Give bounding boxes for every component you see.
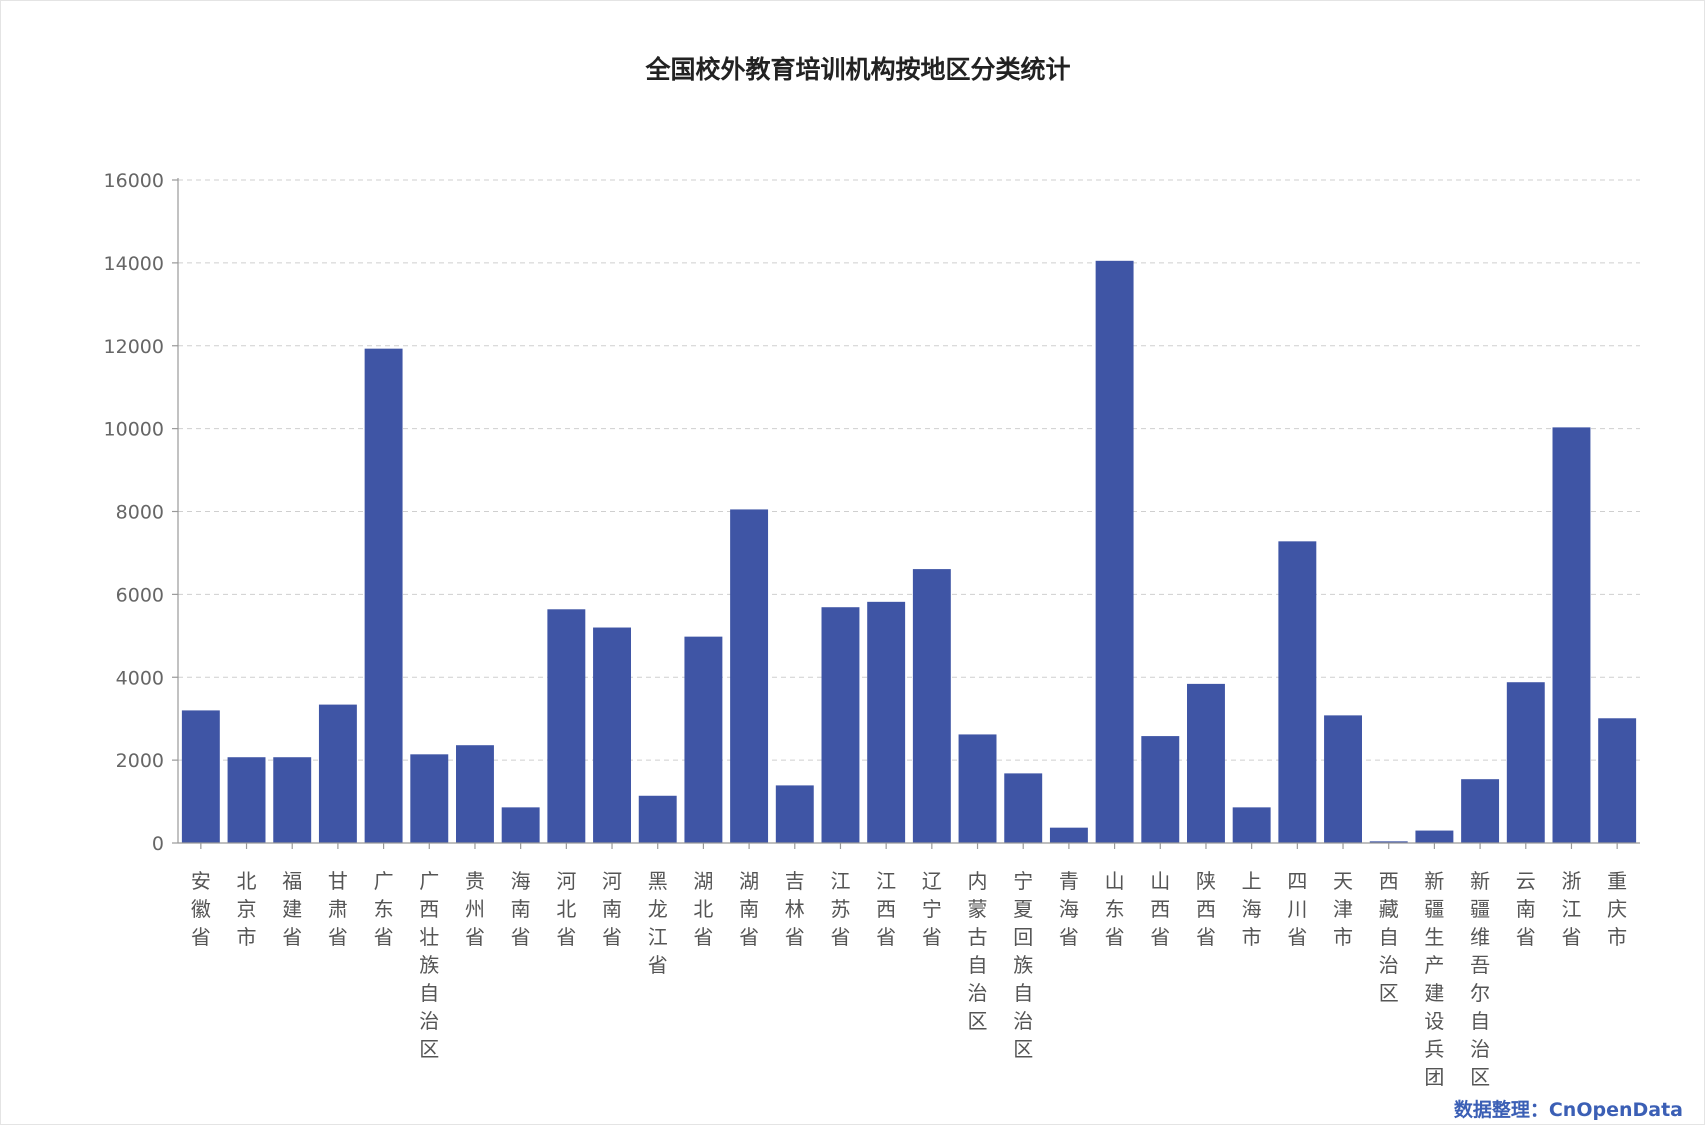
bars <box>181 260 1637 844</box>
bar <box>181 710 220 843</box>
y-tick-label: 16000 <box>104 170 164 192</box>
bar <box>410 754 449 843</box>
bar <box>1187 683 1225 843</box>
x-tick-label: 西藏自治区 <box>1379 869 1399 1005</box>
bar <box>1415 830 1454 843</box>
bar <box>638 795 677 843</box>
x-tick-label: 甘肃省 <box>328 869 348 949</box>
bar <box>1369 841 1408 843</box>
bar <box>684 636 723 843</box>
x-tick-label: 吉林省 <box>785 869 805 949</box>
x-tick-label: 北京市 <box>237 869 257 949</box>
chart-title: 全国校外教育培训机构按地区分类统计 <box>644 55 1070 84</box>
bar <box>1095 260 1134 844</box>
bar <box>364 348 403 843</box>
y-tick-label: 10000 <box>104 419 164 441</box>
x-tick-label: 上海市 <box>1242 869 1262 949</box>
x-tick-labels: 安徽省 北京市 福建省 甘肃省 广东省 广西壮族自治区 贵州省 海南省 河北省 河南省 黑龙江省 湖北… <box>191 869 1627 1089</box>
bar <box>867 601 906 843</box>
x-tick-label: 新疆维吾尔自治区 <box>1470 869 1490 1089</box>
x-tick-label: 宁夏回族自治区 <box>1013 869 1033 1061</box>
y-tick-label: 4000 <box>116 667 164 689</box>
x-tick-label: 青海省 <box>1059 869 1079 949</box>
y-tick-label: 14000 <box>104 253 164 275</box>
x-tick-label: 浙江省 <box>1561 869 1581 949</box>
bar <box>1141 736 1180 843</box>
source-note: 数据整理：CnOpenData <box>1454 1098 1683 1121</box>
x-tick-label: 云南省 <box>1516 869 1536 949</box>
bar <box>1004 773 1043 843</box>
y-tick-label: 0 <box>152 833 164 855</box>
bar <box>456 745 494 843</box>
x-tick-label: 江西省 <box>876 869 896 949</box>
x-tick-label: 黑龙江省 <box>648 869 668 977</box>
y-tick-labels: 0 2000 4000 6000 8000 10000 12000 14000 16000 <box>104 170 164 855</box>
bar <box>775 785 814 843</box>
x-tick-label: 山西省 <box>1150 869 1170 949</box>
x-tick-label: 安徽省 <box>191 869 211 949</box>
x-tick-label: 广东省 <box>374 869 394 949</box>
bar <box>1324 715 1362 843</box>
bar <box>593 627 631 843</box>
x-tick-label: 重庆市 <box>1607 869 1627 949</box>
x-tick-label: 新疆生产建设兵团 <box>1424 869 1444 1089</box>
x-tick-label: 四川省 <box>1287 869 1307 949</box>
y-tick-label: 8000 <box>116 502 164 524</box>
y-tick-label: 12000 <box>104 336 164 358</box>
bar <box>1278 541 1317 843</box>
x-tick-label: 湖北省 <box>693 869 713 949</box>
bar <box>1232 807 1271 843</box>
bar <box>821 607 860 843</box>
bar <box>501 807 540 843</box>
x-tick-label: 陕西省 <box>1196 869 1216 949</box>
x-tick-label: 山东省 <box>1105 869 1125 949</box>
bar <box>1049 827 1088 843</box>
y-tick-label: 6000 <box>116 584 164 606</box>
bar <box>273 757 312 843</box>
bar <box>318 704 357 843</box>
x-tick-label: 贵州省 <box>465 869 485 949</box>
x-tick-label: 河南省 <box>602 869 622 949</box>
x-tick-label: 辽宁省 <box>922 869 942 949</box>
bar <box>1552 427 1591 843</box>
bar <box>1598 718 1637 843</box>
x-tick-label: 内蒙古自治区 <box>968 869 988 1033</box>
x-tick-label: 福建省 <box>282 869 302 949</box>
x-tick-label: 江苏省 <box>830 869 850 949</box>
y-tick-label: 2000 <box>116 750 164 772</box>
x-tick-label: 海南省 <box>511 869 531 949</box>
bar <box>547 609 586 843</box>
bar <box>730 509 769 843</box>
bar <box>912 569 951 843</box>
bar <box>227 757 266 843</box>
axes <box>177 178 1640 849</box>
bar <box>1461 779 1500 843</box>
x-tick-label: 广西壮族自治区 <box>419 869 439 1061</box>
x-tick-label: 河北省 <box>556 869 576 949</box>
bar <box>958 734 997 843</box>
x-tick-label: 天津市 <box>1333 869 1353 949</box>
x-tick-label: 湖南省 <box>739 869 759 949</box>
gridlines <box>172 179 1640 844</box>
bar <box>1506 682 1545 843</box>
